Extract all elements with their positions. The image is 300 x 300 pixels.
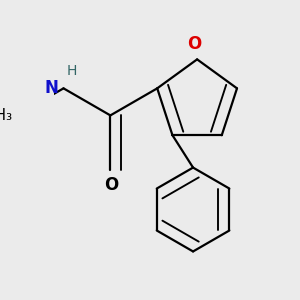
Text: O: O bbox=[105, 176, 119, 194]
Text: H: H bbox=[66, 64, 76, 78]
Text: O: O bbox=[187, 34, 202, 52]
Text: N: N bbox=[45, 79, 58, 97]
Text: CH₃: CH₃ bbox=[0, 108, 13, 123]
